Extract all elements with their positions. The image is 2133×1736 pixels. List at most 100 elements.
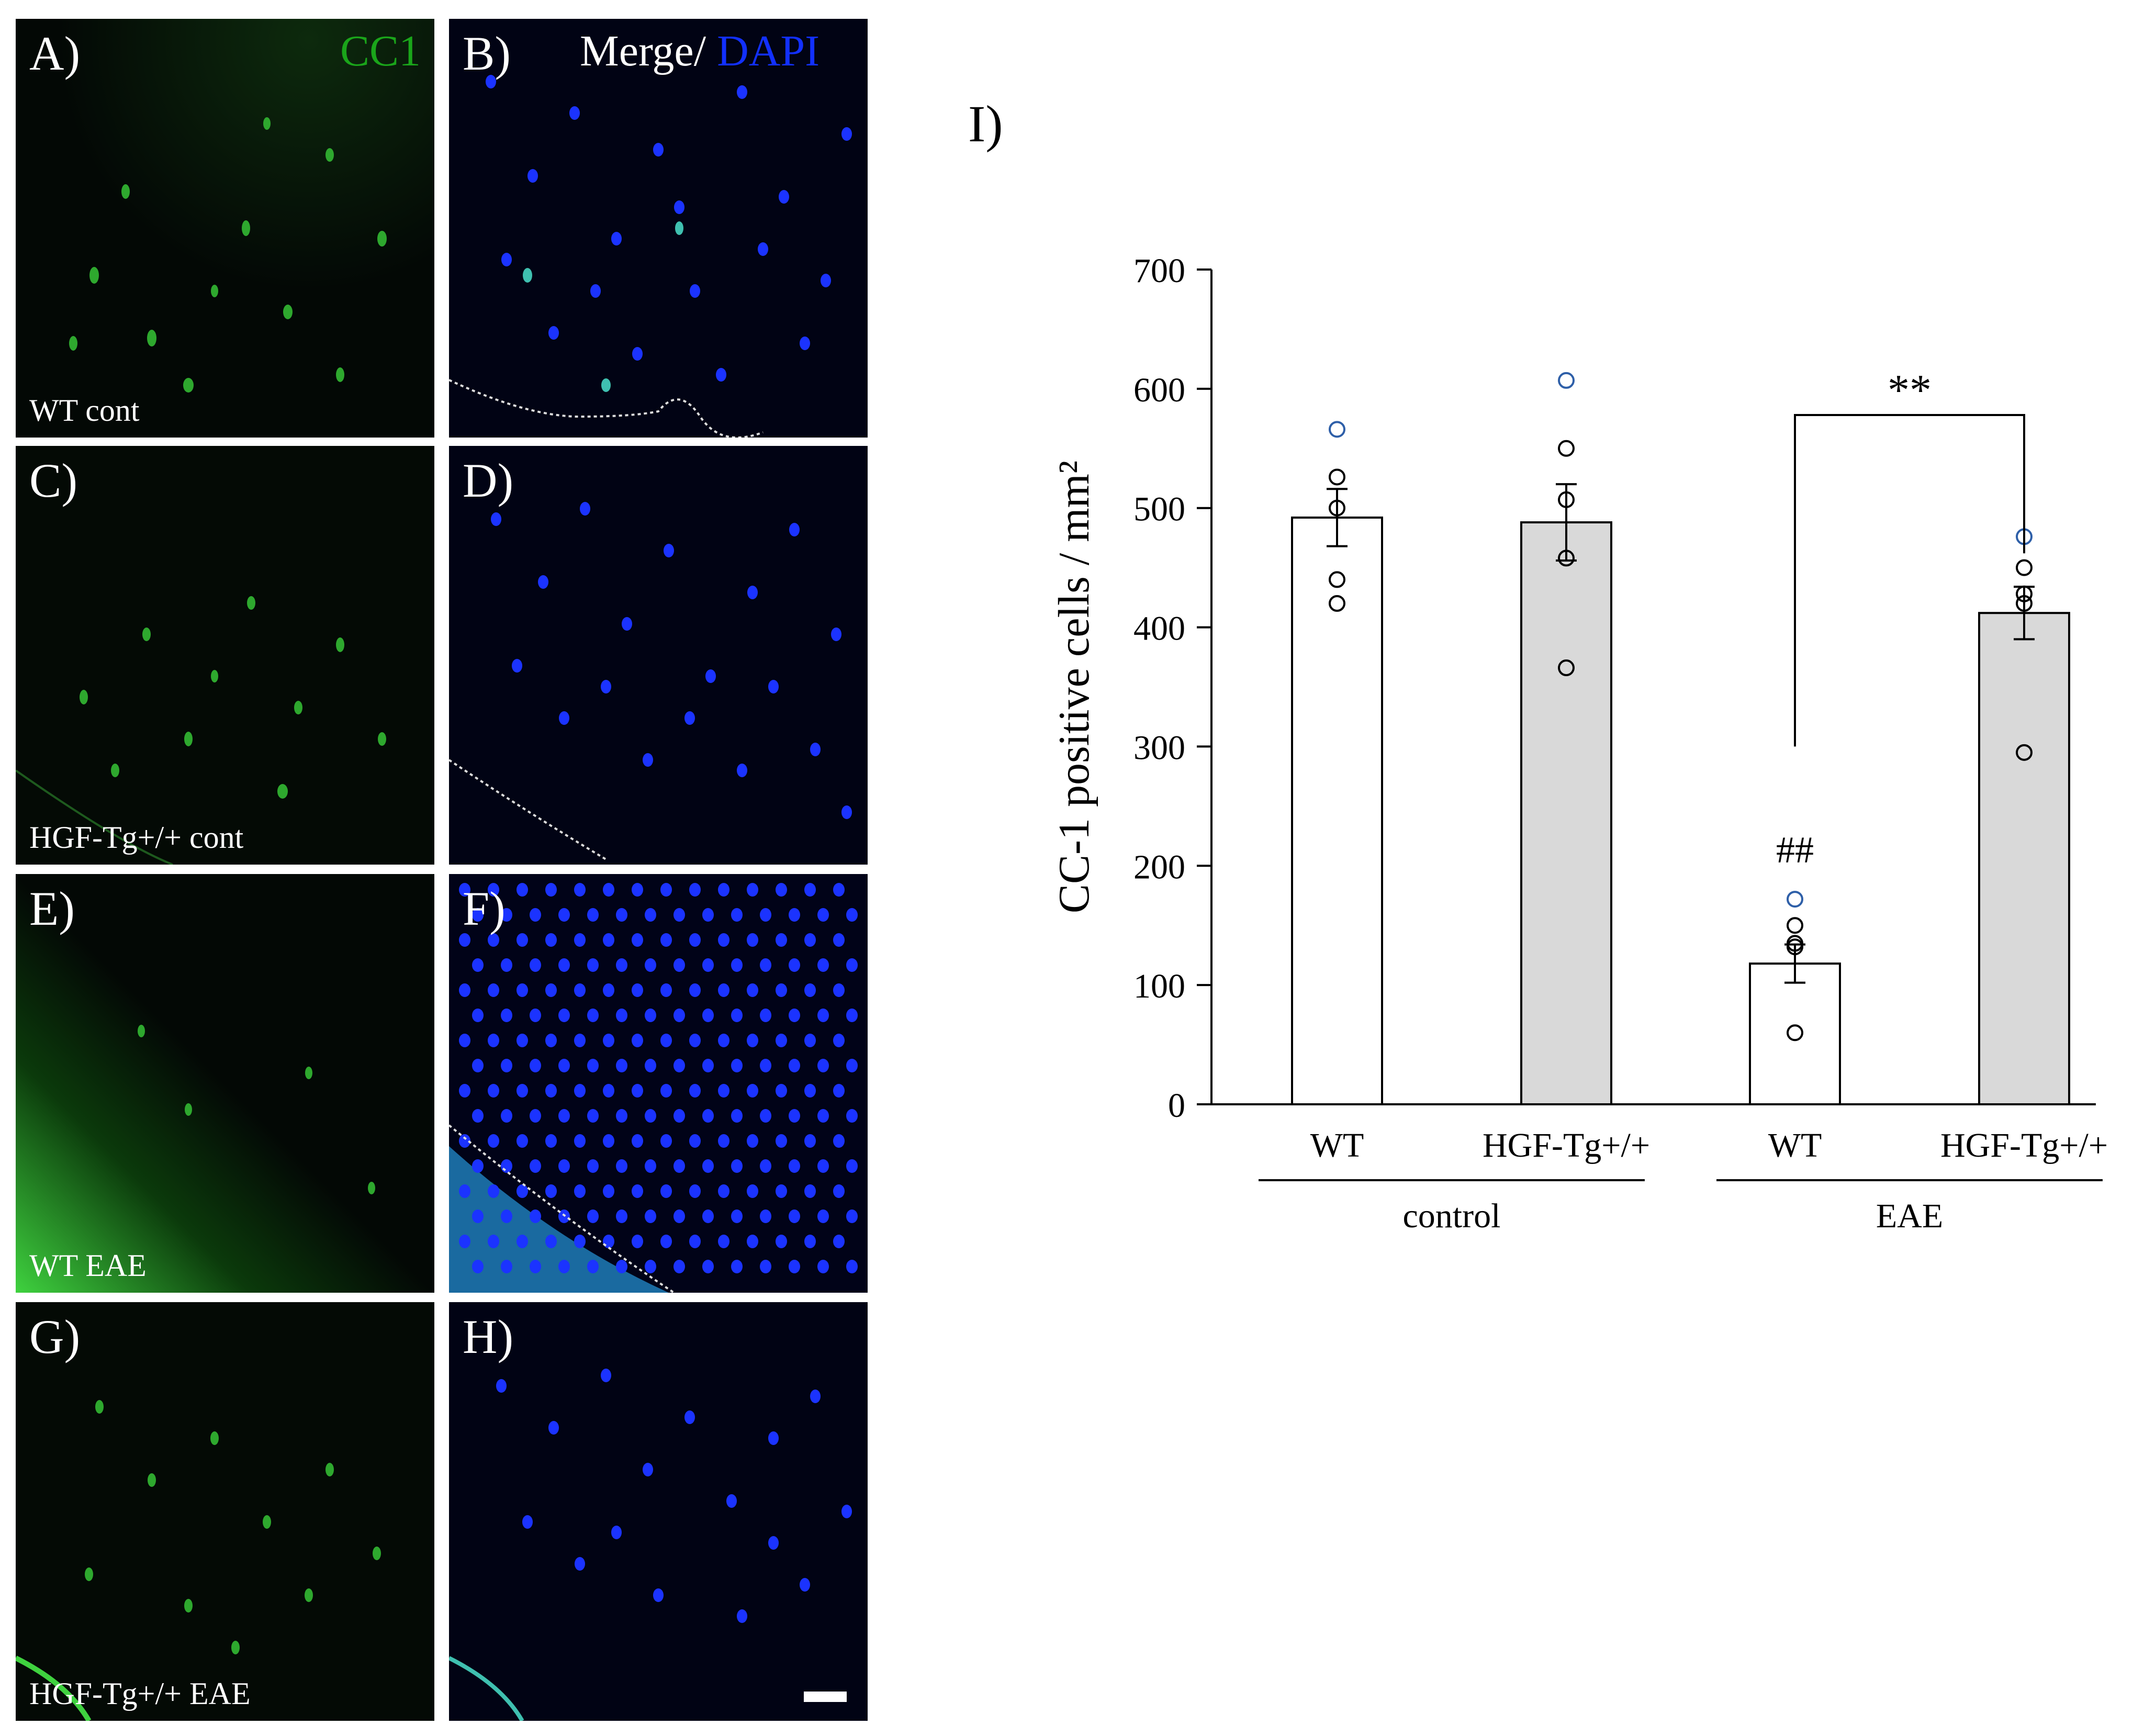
nucleus-mark: [574, 1084, 586, 1097]
nucleus-mark: [530, 1059, 541, 1072]
nucleus-mark: [804, 1235, 816, 1248]
nucleus-mark: [517, 1134, 528, 1148]
nucleus-mark: [747, 933, 758, 947]
nucleus-mark: [833, 1084, 845, 1097]
nucleus-mark: [645, 1159, 656, 1173]
nucleus-mark: [472, 1159, 484, 1173]
nucleus-mark: [817, 1209, 829, 1223]
y-tick-label: 100: [1133, 967, 1185, 1005]
nucleus-mark: [718, 1134, 729, 1148]
nucleus-mark: [760, 958, 771, 972]
nucleus-mark: [731, 908, 743, 922]
nucleus-mark: [731, 958, 743, 972]
nucleus-mark: [517, 1034, 528, 1047]
nucleus-mark: [804, 1134, 816, 1148]
nucleus-mark: [459, 1134, 470, 1148]
panel-label: C): [29, 454, 77, 507]
cc1-stain-image: [16, 446, 434, 865]
nucleus-mark: [702, 1009, 714, 1022]
nucleus-mark: [645, 1059, 656, 1072]
nucleus-mark: [660, 1034, 672, 1047]
nucleus-mark: [689, 1134, 701, 1148]
nucleus-mark: [545, 1084, 557, 1097]
nucleus-mark: [603, 1134, 614, 1148]
micrograph-panel-a: A) CC1 WT cont: [16, 19, 434, 438]
cc1-stain-image: [16, 1302, 434, 1721]
data-point: [1558, 440, 1575, 457]
nucleus-mark: [702, 1059, 714, 1072]
data-point: [1558, 550, 1575, 567]
nucleus-mark: [817, 1059, 829, 1072]
nucleus-mark: [689, 1084, 701, 1097]
nucleus-mark: [488, 1034, 499, 1047]
nucleus-mark: [459, 1034, 470, 1047]
nucleus-mark: [616, 958, 627, 972]
micrograph-panel-e: E) WT EAE: [16, 874, 434, 1293]
nucleus-mark: [574, 1034, 586, 1047]
nucleus-mark: [660, 983, 672, 997]
nucleus-mark: [632, 933, 643, 947]
nucleus-mark: [817, 1159, 829, 1173]
nucleus-mark: [817, 1109, 829, 1123]
nucleus-mark: [731, 1159, 743, 1173]
nucleus-mark: [846, 1260, 858, 1273]
group-label: control: [1403, 1197, 1501, 1235]
nucleus-mark: [817, 1009, 829, 1022]
data-point: [1329, 421, 1345, 438]
nucleus-mark: [632, 983, 643, 997]
nucleus-mark: [731, 1260, 743, 1273]
nucleus-mark: [574, 1235, 586, 1248]
chart-panel-label: I): [968, 95, 1003, 153]
nucleus-mark: [846, 908, 858, 922]
y-tick-label: 500: [1133, 490, 1185, 529]
nucleus-mark: [776, 983, 787, 997]
nucleus-mark: [833, 1034, 845, 1047]
nucleus-mark: [530, 1209, 541, 1223]
nucleus-mark: [833, 983, 845, 997]
micrograph-panel-g: G) HGF-Tg+/+ EAE: [16, 1302, 434, 1721]
nucleus-mark: [587, 1009, 599, 1022]
nucleus-mark: [817, 958, 829, 972]
nucleus-mark: [673, 1109, 685, 1123]
nucleus-mark: [488, 933, 499, 947]
nucleus-mark: [558, 1059, 570, 1072]
nucleus-mark: [587, 1209, 599, 1223]
nucleus-mark: [817, 908, 829, 922]
nucleus-mark: [632, 1184, 643, 1198]
nucleus-mark: [747, 1084, 758, 1097]
panel-label: G): [29, 1310, 81, 1363]
nucleus-mark: [673, 1209, 685, 1223]
nucleus-mark: [632, 1134, 643, 1148]
nucleus-mark: [645, 1009, 656, 1022]
nucleus-mark: [488, 1084, 499, 1097]
nucleus-mark: [616, 1009, 627, 1022]
nucleus-mark: [603, 1235, 614, 1248]
nucleus-mark: [846, 958, 858, 972]
nucleus-mark: [776, 1134, 787, 1148]
merge-dapi-image: [449, 19, 868, 438]
data-point: [2016, 744, 2033, 761]
nucleus-mark: [616, 908, 627, 922]
y-tick-label: 0: [1168, 1087, 1185, 1125]
data-point: [2016, 559, 2033, 576]
nucleus-mark: [718, 1034, 729, 1047]
nucleus-mark: [545, 1184, 557, 1198]
nucleus-mark: [760, 1109, 771, 1123]
significance-stars: **: [1888, 366, 1932, 415]
nucleus-mark: [603, 983, 614, 997]
nucleus-mark: [459, 1084, 470, 1097]
nucleus-mark: [501, 1059, 512, 1072]
nucleus-mark: [776, 933, 787, 947]
nucleus-mark: [558, 1260, 570, 1273]
bar: [1520, 521, 1612, 1105]
panel-label: E): [29, 882, 75, 935]
nucleus-mark: [747, 883, 758, 897]
nucleus-mark: [689, 933, 701, 947]
nucleus-mark: [846, 1109, 858, 1123]
nucleus-mark: [776, 1235, 787, 1248]
nucleus-mark: [459, 1184, 470, 1198]
nucleus-mark: [587, 1159, 599, 1173]
nucleus-mark: [501, 1260, 512, 1273]
nucleus-mark: [459, 983, 470, 997]
nucleus-mark: [616, 1260, 627, 1273]
